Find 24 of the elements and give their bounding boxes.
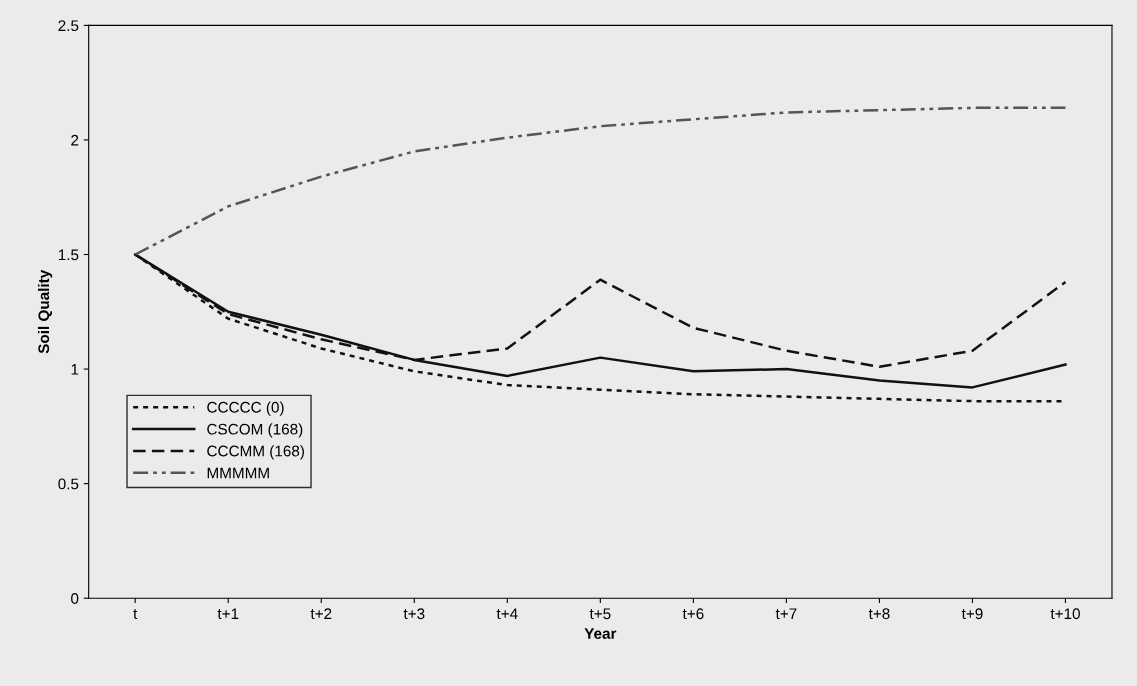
legend-label: CSCOM (168) <box>207 423 303 438</box>
y-tick-label: 2 <box>71 134 79 146</box>
x-tick-label: t+4 <box>496 608 518 620</box>
legend-label: CCCMM (168) <box>207 445 304 460</box>
x-tick-label: t+1 <box>217 608 239 620</box>
legend-label: MMMMM <box>207 467 269 479</box>
y-tick-label: 1.5 <box>58 249 79 261</box>
x-tick-label: t+3 <box>403 608 425 620</box>
x-tick-label: t <box>133 609 138 620</box>
x-tick-label: t+2 <box>310 608 332 620</box>
x-tick-label: t+5 <box>589 608 611 620</box>
y-tick-label: 0 <box>71 593 79 604</box>
x-tick-label: t+6 <box>682 608 704 620</box>
y-tick-label: 1 <box>71 364 79 375</box>
x-axis-title: Year <box>584 628 617 639</box>
x-tick-label: t+10 <box>1050 608 1080 620</box>
y-tick-label: 0.5 <box>58 478 79 490</box>
y-tick-label: 2.5 <box>58 20 79 32</box>
legend-label: CCCCC (0) <box>207 401 284 416</box>
x-tick-label: t+9 <box>961 608 983 620</box>
x-tick-label: t+7 <box>775 608 797 620</box>
line-series <box>133 106 1067 256</box>
x-tick-label: t+8 <box>868 608 890 620</box>
y-axis-title: Soil Quality <box>37 269 53 354</box>
